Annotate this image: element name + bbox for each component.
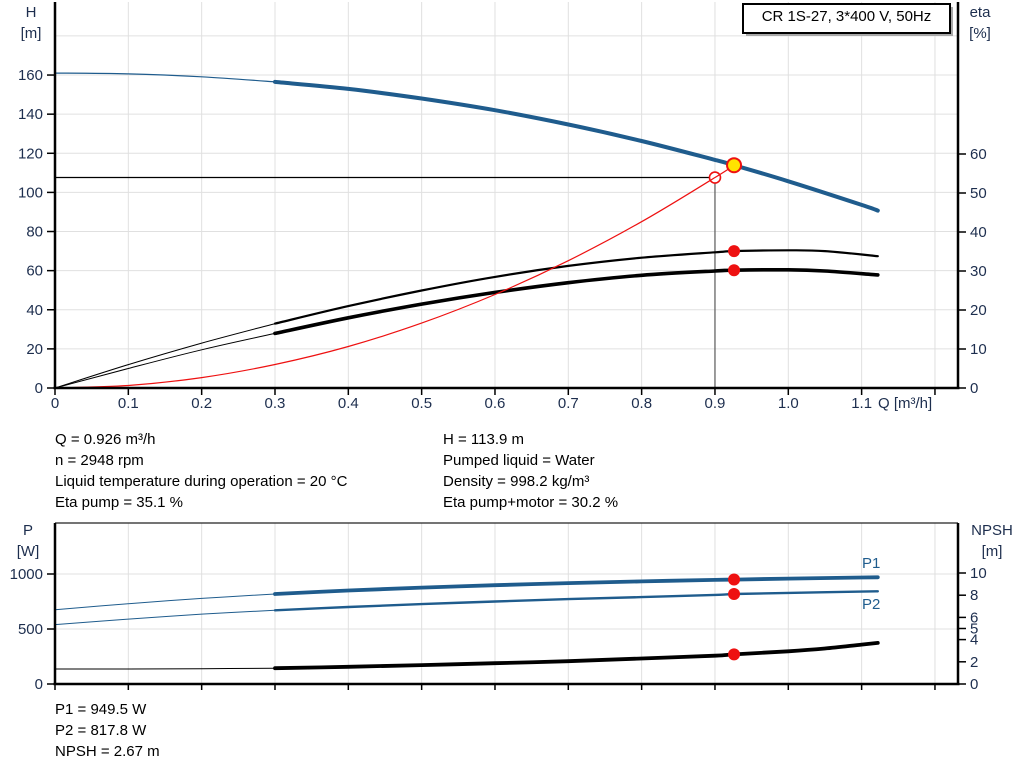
p-tick-label: 0: [35, 676, 43, 693]
q-tick-label: 0.2: [191, 395, 212, 412]
p1-curve-thin: [54, 593, 276, 611]
q-axis-title: Q [m³/h]: [878, 393, 968, 414]
system-curve-thin: [54, 164, 735, 389]
result-line: Pumped liquid = Water: [443, 452, 595, 469]
duty-point-marker: [726, 157, 743, 174]
result-line: Eta pump+motor = 30.2 %: [443, 494, 619, 511]
eta-tick-label: 10: [970, 341, 987, 358]
eta-pump-motor-curve: [273, 267, 880, 336]
result-line: P2 = 817.8 W: [55, 722, 147, 739]
h-tick-label: 0: [35, 380, 43, 397]
npsh-tick-label: 10: [970, 565, 987, 582]
h-axis-symbol: H: [25, 4, 37, 21]
eta-tick-label: 50: [970, 185, 987, 202]
npsh-tick-label: 5: [970, 621, 978, 638]
q-tick-label: 1.0: [778, 395, 799, 412]
p2-series-label: P2: [862, 596, 881, 613]
q-axis-label: Q [m³/h]: [878, 395, 933, 412]
h-tick-label: 100: [18, 184, 43, 201]
eta-axis-symbol: eta: [969, 4, 991, 21]
p-tick-label: 1000: [10, 566, 43, 583]
p2-curve-thin: [54, 609, 276, 626]
h-curve: [273, 79, 880, 213]
eta-duty-point-marker: [728, 245, 741, 258]
eta-pump-curve: [273, 249, 879, 325]
result-line: Density = 998.2 kg/m³: [443, 473, 590, 490]
h-tick-label: 40: [26, 302, 43, 319]
npsh-axis-unit: [m]: [981, 543, 1003, 560]
p1-series-label: P1: [862, 555, 881, 572]
result-line: Q = 0.926 m³/h: [55, 431, 156, 448]
npsh-curve: [273, 641, 880, 671]
eta-tick-label: 0: [970, 380, 978, 397]
h-tick-label: 140: [18, 106, 43, 123]
eta-axis-title: eta [%]: [958, 2, 1002, 44]
eta-pump-motor-curve-thin: [54, 332, 276, 389]
q-tick-label: 0.8: [631, 395, 652, 412]
npsh-axis-title: NPSH [m]: [962, 520, 1022, 562]
npsh-axis-symbol: NPSH: [971, 522, 1013, 539]
result-line: H = 113.9 m: [443, 431, 525, 448]
q-tick-label: 0.1: [118, 395, 139, 412]
result-line: Eta pump = 35.1 %: [55, 494, 183, 511]
result-line: n = 2948 rpm: [55, 452, 144, 469]
pump-title-text: CR 1S-27, 3*400 V, 50Hz: [761, 8, 932, 25]
npsh-tick-label: 6: [970, 609, 978, 626]
duty-result-block-left: Q = 0.926 m³/h n = 2948 rpm Liquid tempera…: [55, 429, 347, 513]
npsh-curve-thin: [54, 667, 276, 670]
q-tick-label: 0.6: [485, 395, 506, 412]
p-tick-label: 500: [18, 621, 43, 638]
p1-curve: [273, 575, 880, 596]
p-axis-unit: [W]: [16, 543, 40, 560]
duty-result-block-right: H = 113.9 m Pumped liquid = Water Density …: [443, 429, 618, 513]
h-tick-label: 80: [26, 224, 43, 241]
npsh-duty-point-marker: [728, 648, 741, 661]
eta-axis-unit: [%]: [969, 25, 991, 42]
h-tick-label: 60: [26, 263, 43, 280]
eta-tick-label: 60: [970, 146, 987, 163]
p-axis-symbol: P: [22, 522, 33, 539]
result-line: Liquid temperature during operation = 20…: [55, 473, 348, 490]
q-tick-label: 0.5: [411, 395, 432, 412]
h-axis-unit: [m]: [20, 25, 42, 42]
eta-tick-label: 30: [970, 263, 987, 280]
eta-duty-point-marker: [728, 264, 741, 277]
q-tick-label: 0.4: [338, 395, 359, 412]
h-axis-title: H [m]: [9, 2, 53, 44]
eta-pump-curve-thin: [54, 323, 276, 389]
h-tick-label: 20: [26, 341, 43, 358]
npsh-tick-label: 2: [970, 654, 978, 671]
result-line: NPSH = 2.67 m: [55, 743, 160, 760]
p2-curve: [273, 590, 879, 612]
q-tick-label: 0.3: [265, 395, 286, 412]
q-tick-label: 0.9: [705, 395, 726, 412]
q-tick-label: 0.7: [558, 395, 579, 412]
q-tick-label: 1.1: [851, 395, 872, 412]
p-axis-title: P [W]: [6, 520, 50, 562]
h-curve-thin: [54, 72, 276, 83]
power-duty-point-marker: [728, 573, 741, 586]
eta-tick-label: 40: [970, 224, 987, 241]
q-tick-label: 0: [51, 395, 59, 412]
eta-tick-label: 20: [970, 302, 987, 319]
npsh-tick-label: 8: [970, 587, 978, 604]
pump-title-box: CR 1S-27, 3*400 V, 50Hz: [742, 3, 951, 34]
npsh-tick-label: 4: [970, 632, 978, 649]
power-npsh-result-block: P1 = 949.5 W P2 = 817.8 W NPSH = 2.67 m: [55, 699, 160, 762]
npsh-tick-label: 0: [970, 676, 978, 693]
result-line: P1 = 949.5 W: [55, 701, 147, 718]
h-tick-label: 120: [18, 145, 43, 162]
h-tick-label: 160: [18, 67, 43, 84]
power-duty-point-marker: [728, 588, 741, 601]
